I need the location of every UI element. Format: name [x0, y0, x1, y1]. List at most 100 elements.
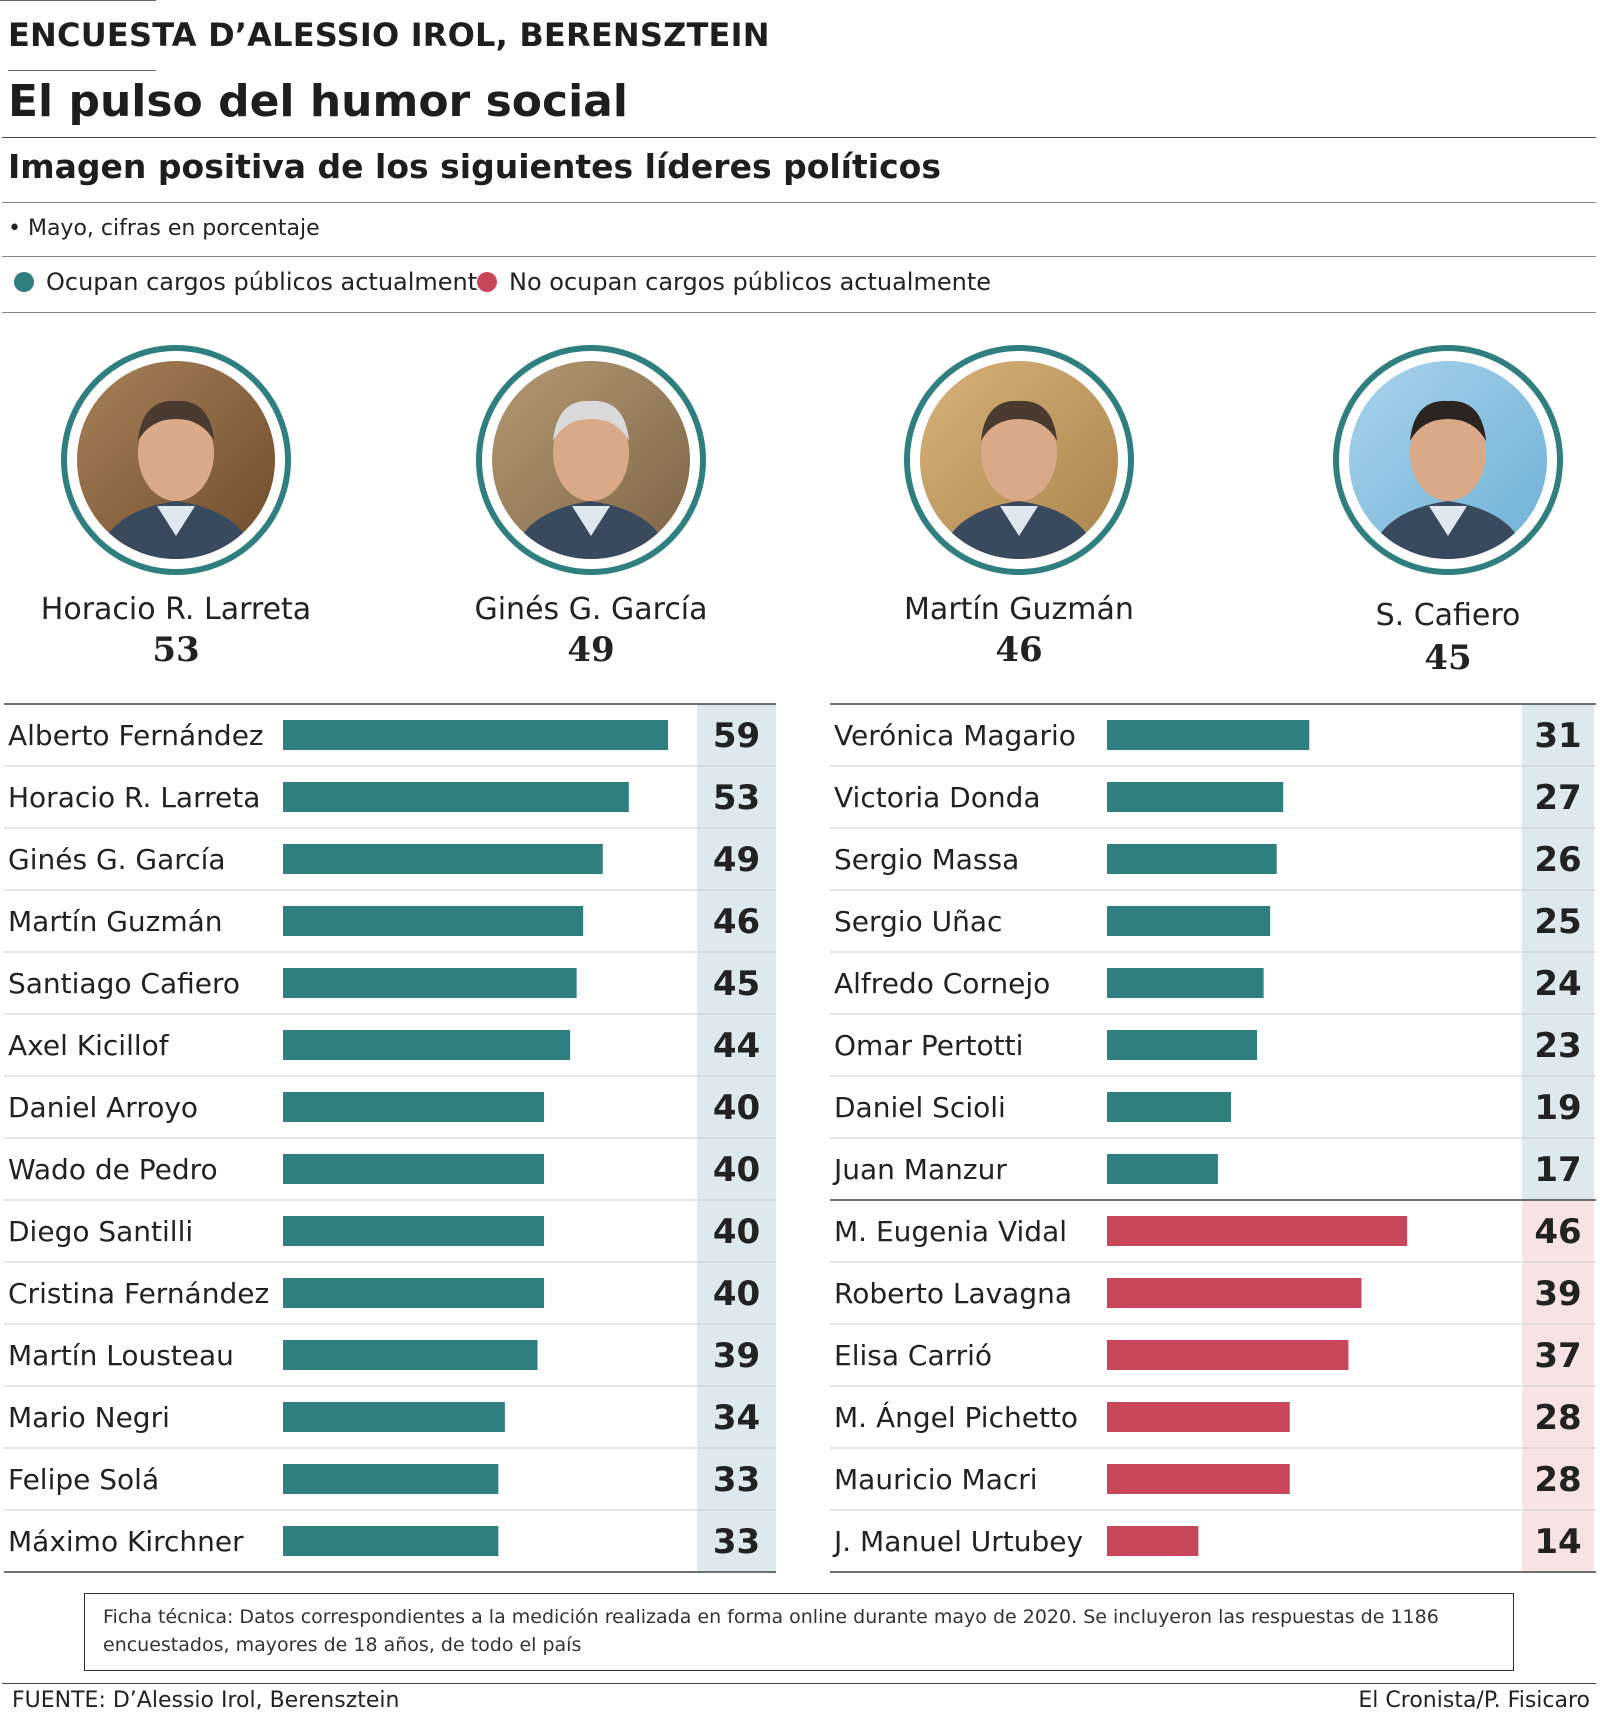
bar-value: 27	[1534, 778, 1581, 818]
bar-label: Elisa Carrió	[834, 1339, 992, 1372]
bar	[283, 1464, 499, 1494]
bar-label: Cristina Fernández	[8, 1277, 269, 1310]
bar-label: Sergio Uñac	[834, 905, 1002, 938]
bar-value: 31	[1534, 716, 1581, 756]
bar	[283, 1526, 499, 1556]
bar-label: M. Eugenia Vidal	[834, 1215, 1067, 1248]
bar	[1107, 1030, 1258, 1060]
bar-label: Ginés G. García	[8, 843, 226, 876]
bar-value: 40	[713, 1274, 760, 1314]
bar	[283, 1030, 571, 1060]
bar-value: 39	[1534, 1274, 1581, 1314]
bar-label: Daniel Arroyo	[8, 1091, 198, 1124]
bar-label: Juan Manzur	[832, 1153, 1007, 1186]
featured-name: Horacio R. Larreta	[40, 592, 312, 627]
bar-label: Verónica Magario	[834, 719, 1076, 752]
kicker-top-rule	[0, 0, 156, 1]
bar-label: Sergio Massa	[834, 843, 1019, 876]
bar-label: Máximo Kirchner	[8, 1525, 244, 1558]
footer-divider	[2, 1683, 1596, 1684]
bar-value: 28	[1534, 1460, 1581, 1500]
bar-value: 33	[713, 1522, 760, 1562]
portrait-photo-icon	[77, 361, 275, 559]
bar	[283, 1154, 545, 1184]
bar-value: 46	[713, 902, 760, 942]
bar-value: 23	[1534, 1026, 1581, 1066]
methodology-text: Ficha técnica: Datos correspondientes a …	[103, 1606, 1439, 1656]
bar-value: 33	[713, 1460, 760, 1500]
bar	[283, 844, 603, 874]
methodology-box: Ficha técnica: Datos correspondientes a …	[84, 1593, 1514, 1671]
bar-value: 37	[1534, 1336, 1581, 1376]
note-divider	[2, 256, 1596, 257]
bar-label: J. Manuel Urtubey	[832, 1525, 1083, 1558]
bar	[1107, 1340, 1349, 1370]
bar	[283, 782, 629, 812]
bar	[283, 906, 584, 936]
bar	[1107, 1402, 1290, 1432]
featured-name: Martín Guzmán	[904, 592, 1134, 627]
legend-current-label: Ocupan cargos públicos actualmente	[46, 268, 492, 296]
bar-label: M. Ángel Pichetto	[834, 1400, 1078, 1434]
bar-label: Diego Santilli	[8, 1215, 193, 1248]
chart-subtitle: Imagen positiva de los siguientes lídere…	[8, 147, 941, 186]
bar-label: Alfredo Cornejo	[834, 967, 1050, 1000]
portrait-4	[1333, 345, 1563, 575]
featured-name: S. Cafiero	[1375, 598, 1521, 633]
kicker: ENCUESTA D’ALESSIO IROL, BERENSZTEIN	[8, 16, 770, 54]
bar	[283, 1278, 545, 1308]
bar-label: Axel Kicillof	[8, 1029, 170, 1062]
bar	[1107, 1526, 1199, 1556]
featured-value: 46	[995, 630, 1043, 670]
bar-value: 24	[1534, 964, 1581, 1004]
bar	[1107, 844, 1277, 874]
bar	[1107, 1154, 1218, 1184]
bar-label: Mauricio Macri	[834, 1463, 1038, 1496]
bar	[1107, 720, 1310, 750]
bar-label: Felipe Solá	[8, 1463, 159, 1496]
legend-former-label: No ocupan cargos públicos actualmente	[509, 268, 991, 296]
bar-value: 39	[713, 1336, 760, 1376]
bar-value: 26	[1534, 840, 1581, 880]
units-note: • Mayo, cifras en porcentaje	[8, 216, 320, 241]
bar-label: Horacio R. Larreta	[8, 781, 260, 814]
portrait-1	[61, 345, 291, 575]
portrait-photo-icon	[492, 361, 690, 559]
bar-label: Omar Pertotti	[834, 1029, 1023, 1062]
bar-value: 49	[713, 840, 760, 880]
bar-value: 40	[713, 1212, 760, 1252]
featured-name: Ginés G. García	[474, 592, 708, 627]
source-note: FUENTE: D’Alessio Irol, Berensztein	[12, 1688, 400, 1713]
bar-value: 40	[713, 1088, 760, 1128]
bar	[283, 1216, 545, 1246]
credit-note: El Cronista/P. Fisicaro	[1358, 1688, 1590, 1713]
bar	[1107, 968, 1264, 998]
portrait-2	[476, 345, 706, 575]
bar-value: 46	[1534, 1212, 1581, 1252]
bar-label: Victoria Donda	[834, 781, 1041, 814]
bar-label: Daniel Scioli	[834, 1091, 1006, 1124]
bar-value: 17	[1534, 1150, 1581, 1190]
bar	[283, 720, 668, 750]
legend-former-dot	[477, 272, 497, 292]
bar	[1107, 1216, 1408, 1246]
bar-value: 53	[713, 778, 760, 818]
bar	[283, 1092, 545, 1122]
bar-value: 45	[713, 964, 760, 1004]
portrait-3	[904, 345, 1134, 575]
bar	[1107, 782, 1284, 812]
bar	[1107, 1278, 1362, 1308]
bar-label: Martín Guzmán	[8, 905, 223, 938]
bar	[1107, 1092, 1231, 1122]
bar	[1107, 1464, 1290, 1494]
portrait-photo-icon	[1349, 361, 1547, 559]
bar-label: Alberto Fernández	[8, 719, 264, 752]
bar-value: 34	[713, 1398, 760, 1438]
bar-value: 19	[1534, 1088, 1581, 1128]
featured-value: 49	[567, 630, 615, 670]
bar-value: 28	[1534, 1398, 1581, 1438]
legend-former: No ocupan cargos públicos actualmente	[477, 268, 991, 296]
bar-value: 14	[1534, 1522, 1581, 1562]
featured-value: 53	[152, 630, 200, 670]
